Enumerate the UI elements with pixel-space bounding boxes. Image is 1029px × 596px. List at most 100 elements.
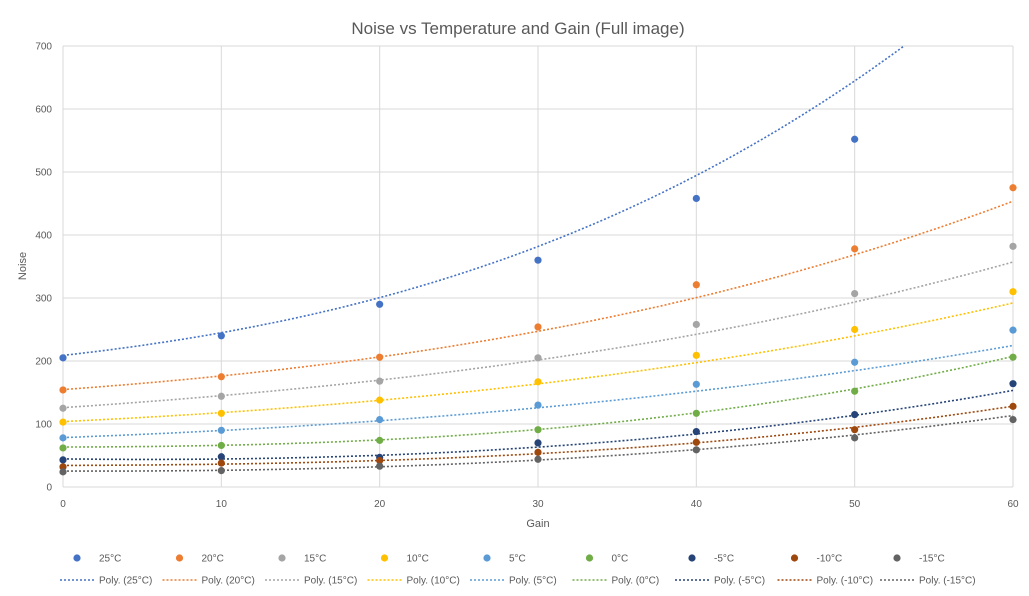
legend-label: 25°C (99, 554, 121, 565)
legend: 25°C Poly. (25°C) 20°C Poly. (20°C) 15°C Poly… (60, 554, 976, 587)
data-point (534, 426, 542, 434)
data-point (376, 456, 384, 465)
legend-label: 5°C (509, 554, 526, 565)
data-point (851, 410, 859, 419)
gridlines (62, 45, 1014, 488)
data-point (217, 459, 225, 467)
legend-label: -15°C (919, 554, 945, 565)
data-point (59, 404, 67, 412)
x-tick-label: 0 (60, 499, 66, 510)
chart-title: Noise vs Temperature and Gain (Full imag… (351, 19, 684, 38)
data-point (59, 463, 67, 471)
tick-labels: 0 100 200 300 400 500 600 700 0 10 20 30 40 50 60 (35, 42, 1019, 511)
data-point (1009, 242, 1017, 250)
data-point (59, 468, 67, 476)
data-point (534, 401, 542, 409)
data-point (851, 387, 859, 395)
data-point (217, 409, 225, 417)
x-tick-label: 30 (532, 499, 544, 510)
data-point (534, 256, 542, 264)
y-tick-label: 100 (35, 420, 52, 431)
x-tick-label: 50 (849, 499, 861, 510)
data-point (376, 436, 384, 444)
data-point (217, 373, 225, 381)
data-point (692, 427, 700, 436)
y-tick-label: 200 (35, 357, 52, 368)
legend-label: 20°C (202, 554, 224, 565)
data-point (692, 438, 700, 446)
data-point (534, 323, 542, 331)
data-point (59, 418, 67, 426)
data-point (59, 444, 67, 452)
data-point (534, 378, 542, 386)
data-point (217, 441, 225, 450)
legend-trend-label: Poly. (15°C) (304, 576, 357, 587)
data-point (534, 455, 542, 463)
data-point (692, 380, 700, 388)
legend-marker (380, 554, 389, 562)
data-point (692, 320, 700, 329)
y-tick-label: 400 (35, 231, 52, 242)
data-point (376, 415, 384, 424)
legend-label: 10°C (407, 554, 429, 565)
data-point (1009, 402, 1017, 410)
data-point (376, 353, 384, 361)
data-point (692, 409, 700, 417)
y-tick-label: 600 (35, 105, 52, 116)
legend-trend-label: Poly. (20°C) (202, 576, 255, 587)
legend-trend-label: Poly. (25°C) (99, 576, 152, 587)
data-point (1009, 288, 1017, 296)
data-point (59, 434, 67, 442)
data-point (376, 377, 384, 385)
data-point (692, 446, 700, 454)
legend-trend-label: Poly. (-15°C) (919, 576, 976, 587)
data-point (217, 426, 225, 434)
legend-label: -10°C (817, 554, 843, 565)
data-point (692, 351, 700, 359)
data-point (59, 354, 67, 362)
data-point (851, 245, 859, 253)
data-point (851, 358, 859, 366)
x-tick-label: 60 (1007, 499, 1019, 510)
y-tick-label: 300 (35, 294, 52, 305)
data-point (1009, 326, 1017, 334)
data-point (217, 392, 225, 400)
trendline-0 (63, 46, 906, 357)
legend-marker (483, 554, 491, 562)
data-point (1009, 415, 1017, 424)
legend-label: -5°C (714, 554, 734, 565)
trendline-1 (63, 200, 1013, 391)
legend-trend-label: Poly. (5°C) (509, 576, 557, 587)
data-point (534, 439, 542, 447)
data-point (534, 354, 542, 362)
data-point (851, 289, 859, 298)
data-point (217, 332, 225, 340)
legend-marker (73, 554, 81, 562)
legend-marker (790, 554, 799, 562)
x-tick-label: 40 (691, 499, 703, 510)
legend-trend-label: Poly. (-5°C) (714, 576, 765, 587)
legend-marker (175, 554, 184, 562)
legend-trend-label: Poly. (0°C) (612, 576, 660, 587)
y-axis-label: Noise (17, 252, 29, 280)
x-tick-label: 10 (216, 499, 228, 510)
legend-label: 0°C (612, 554, 629, 565)
data-point (851, 426, 859, 434)
legend-label: 15°C (304, 554, 326, 565)
x-tick-label: 20 (374, 499, 386, 510)
data-point (692, 281, 700, 289)
legend-marker (585, 554, 594, 562)
data-point (217, 467, 225, 475)
data-point (692, 194, 700, 203)
legend-marker (278, 554, 286, 562)
data-points (59, 135, 1017, 476)
data-point (1009, 184, 1017, 192)
data-point (59, 456, 67, 464)
data-point (217, 453, 225, 461)
y-tick-label: 500 (35, 168, 52, 179)
data-point (851, 434, 859, 442)
data-point (1009, 380, 1017, 388)
data-point (1009, 353, 1017, 361)
data-point (376, 396, 384, 404)
